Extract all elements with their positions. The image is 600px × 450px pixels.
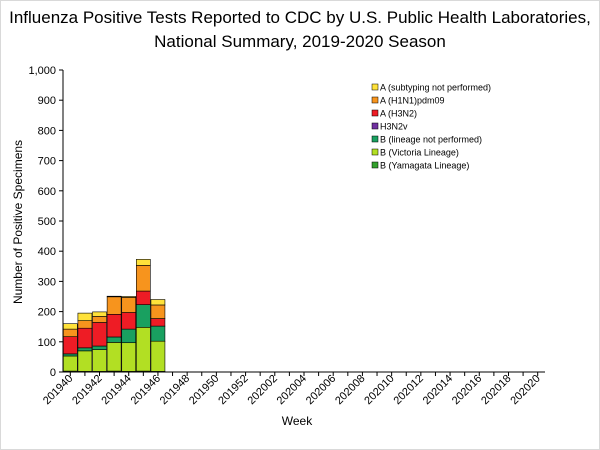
x-tick-label: 202018 <box>479 373 513 407</box>
bar-segment <box>121 297 137 313</box>
legend-swatch <box>371 96 379 104</box>
chart-title: Influenza Positive Tests Reported to CDC… <box>0 6 600 54</box>
y-tick-label: 600 <box>38 186 56 198</box>
legend-swatch <box>371 109 379 117</box>
bar-segment <box>62 328 78 337</box>
bar-segment <box>136 326 151 372</box>
y-tick-label: 800 <box>38 125 56 137</box>
legend-label: A (H3N2) <box>380 109 417 119</box>
bar-segment <box>92 316 107 323</box>
x-tick-label: 201946 <box>129 373 163 407</box>
x-tick-label: 201940 <box>41 373 75 407</box>
bar-segment <box>150 299 166 306</box>
bar-segment <box>92 311 107 317</box>
bar-segment <box>150 325 166 342</box>
y-tick-label: 400 <box>38 246 56 258</box>
bar-segment <box>106 295 122 298</box>
legend-swatch <box>371 135 379 143</box>
bar-segment <box>150 318 166 327</box>
x-tick-label: 202014 <box>421 373 455 407</box>
x-tick-label: 202016 <box>450 373 484 407</box>
legend-swatch <box>371 122 379 130</box>
bar-segment <box>77 327 93 349</box>
x-tick-label: 202002 <box>245 373 279 407</box>
legend-label: B (Yamagata Lineage) <box>380 161 469 171</box>
bar-segment <box>77 312 93 321</box>
legend-swatch <box>371 148 379 156</box>
bar-segment <box>106 296 122 315</box>
x-tick-label: 201942 <box>70 373 104 407</box>
y-axis-title: Number of Positive Specimens <box>11 140 25 304</box>
x-tick-label: 202006 <box>304 373 338 407</box>
x-tick-label: 201944 <box>99 373 133 407</box>
bar-segment <box>150 304 166 319</box>
x-tick-label: 202020 <box>508 373 542 407</box>
bar-segment <box>92 345 107 350</box>
bar-segment <box>77 347 93 352</box>
x-tick-label: 201948 <box>158 373 192 407</box>
y-axis: 0 100 200 300 400 500 600 700 800 900 1,000 <box>28 65 64 379</box>
bar-segment <box>106 336 122 343</box>
y-tick-label: 300 <box>38 276 56 288</box>
bar-segment <box>106 314 122 338</box>
bar-segment <box>92 349 107 372</box>
y-tick-label: 500 <box>38 216 56 228</box>
bar-segment <box>62 336 78 355</box>
legend-label: H3N2v <box>380 122 408 132</box>
y-tick-label: 900 <box>38 95 56 107</box>
bar-segment <box>62 355 78 372</box>
x-tick-label: 202012 <box>392 373 426 407</box>
legend-label: A (subtyping not performed) <box>380 83 491 93</box>
legend-label: B (Victoria Lineage) <box>380 148 459 158</box>
bar-segment <box>150 340 166 372</box>
bar-segment <box>106 342 122 372</box>
bar-segment <box>136 265 151 292</box>
x-axis: 2019402019422019442019462019482019502019… <box>41 371 545 407</box>
chart-title-line-2: National Summary, 2019-2020 Season <box>154 32 446 51</box>
bar-segment <box>121 312 137 330</box>
x-tick-label: 202004 <box>275 373 309 407</box>
bar-segment <box>121 328 137 344</box>
x-axis-title: Week <box>282 414 313 428</box>
bar-segment <box>136 290 151 305</box>
y-tick-label: 1,000 <box>28 65 56 77</box>
legend: A (subtyping not performed) A (H1N1)pdm09… <box>371 83 491 171</box>
y-tick-label: 100 <box>38 337 56 349</box>
x-tick-label: 202010 <box>362 373 396 407</box>
x-tick-label: 201952 <box>216 373 250 407</box>
bars <box>62 259 166 373</box>
chart-title-line-1: Influenza Positive Tests Reported to CDC… <box>9 8 591 27</box>
bar-segment <box>121 342 137 372</box>
legend-swatch <box>371 161 379 169</box>
y-tick-label: 700 <box>38 156 56 168</box>
bar-segment <box>136 304 151 328</box>
x-tick-label: 201950 <box>187 373 221 407</box>
y-tick-label: 0 <box>50 367 56 379</box>
bar-segment <box>77 320 93 329</box>
bar-segment <box>92 322 107 347</box>
bar-segment <box>121 296 137 298</box>
bar-segment <box>62 353 78 357</box>
y-tick-label: 200 <box>38 307 56 319</box>
legend-label: A (H1N1)pdm09 <box>380 96 445 106</box>
bar-segment <box>136 259 151 266</box>
x-tick-label: 202008 <box>333 373 367 407</box>
legend-label: B (lineage not performed) <box>380 135 482 145</box>
legend-swatch <box>371 83 379 91</box>
bar-segment <box>62 323 78 330</box>
bar-segment <box>77 350 93 372</box>
